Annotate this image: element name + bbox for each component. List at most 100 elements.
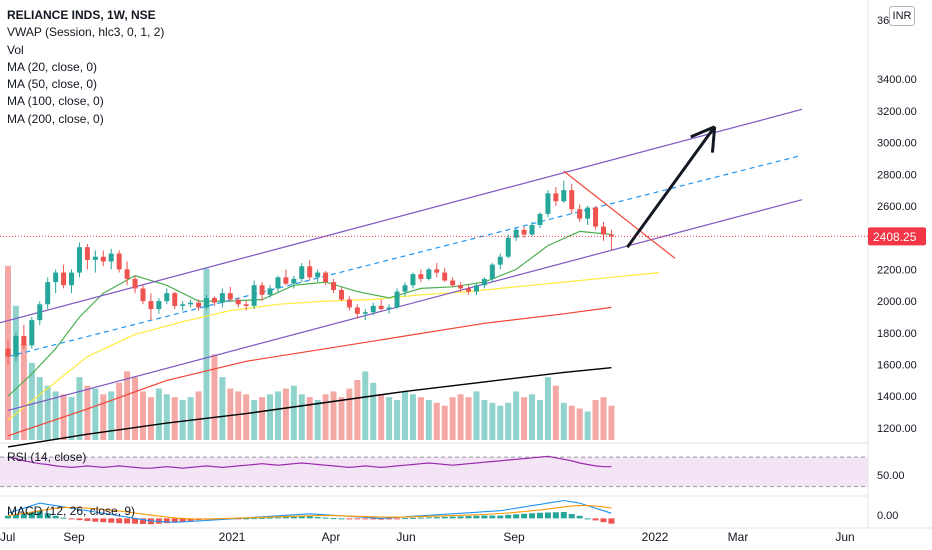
macd-histogram-bar (60, 517, 67, 519)
volume-bar (314, 400, 321, 440)
price-tick-label: 2600.00 (877, 201, 917, 213)
volume-bar (481, 400, 488, 440)
indicator-vol[interactable]: Vol (7, 42, 24, 57)
volume-bar (155, 388, 162, 440)
volume-bar (433, 402, 440, 440)
channel-lower-line (7, 199, 803, 412)
macd-histogram-bar (330, 518, 337, 520)
price-tick-label: 3200.00 (877, 106, 917, 118)
candle-body (259, 285, 265, 295)
volume-bar (84, 385, 91, 440)
price-tick-label: 3400.00 (877, 74, 917, 86)
ma100-line (7, 306, 612, 437)
macd-histogram-bar (402, 518, 408, 520)
macd-line (7, 499, 612, 523)
macd-histogram-bar (259, 517, 266, 519)
indicator-ma100[interactable]: MA (100, close, 0) (7, 94, 104, 109)
macd-histogram-bar (84, 518, 91, 521)
candle-body (362, 312, 368, 314)
candle-body (434, 269, 440, 273)
candle-body (529, 225, 535, 235)
volume-bar (346, 388, 353, 440)
macd-histogram-bar (608, 518, 615, 524)
macd-histogram-bar (354, 518, 361, 520)
candle-body (275, 277, 281, 289)
volume-bar (195, 391, 202, 440)
candle-body (569, 190, 575, 210)
macd-histogram-bar (5, 515, 11, 519)
volume-bar (402, 391, 408, 440)
macd-histogram-bar (529, 513, 536, 519)
macd-histogram-bar (505, 514, 512, 519)
candle-body (442, 272, 448, 281)
candle-body (585, 207, 591, 219)
candle-body (370, 305, 376, 313)
macd-histogram-bar (100, 518, 107, 523)
macd-histogram-bar (346, 518, 353, 520)
currency-badge[interactable]: INR (889, 6, 915, 26)
macd-histogram-bar (465, 516, 472, 519)
macd-histogram-bar (290, 516, 297, 519)
candle-body (481, 278, 487, 286)
volume-bar (521, 397, 528, 440)
channel-upper-line (0, 108, 803, 324)
symbol-title[interactable]: RELIANCE INDS, 1W, NSE (7, 8, 156, 22)
volume-bar (600, 397, 607, 440)
volume-bar (20, 342, 27, 440)
candle-body (593, 207, 599, 227)
wedge-resistance-line (563, 170, 676, 259)
candle-body (458, 285, 464, 289)
macd-histogram-bar (568, 514, 575, 519)
macd-histogram-bar (536, 512, 543, 519)
volume-bar (425, 400, 432, 440)
volume-bar (139, 391, 146, 440)
indicator-ma50[interactable]: MA (50, close, 0) (7, 77, 98, 92)
macd-histogram-bar (560, 512, 567, 519)
candle-body (521, 229, 527, 235)
indicator-ma20[interactable]: MA (20, close, 0) (7, 59, 98, 74)
volume-bar (441, 405, 448, 440)
volume-bar (457, 394, 464, 440)
macd-histogram-bar (68, 518, 75, 520)
candle-body (116, 253, 122, 270)
macd-histogram-bar (521, 513, 528, 519)
volume-bar (306, 397, 313, 440)
macd-histogram-bar (576, 515, 583, 519)
macd-histogram-bar (417, 517, 424, 519)
candle-body (601, 226, 606, 235)
arrow-head (710, 126, 717, 153)
macd-histogram-bar (163, 518, 170, 524)
macd-histogram-bar (92, 518, 99, 522)
candle-body (37, 304, 43, 321)
volume-bar (552, 385, 559, 440)
volume-bar (417, 397, 424, 440)
volume-bar (282, 388, 289, 440)
volume-bar (544, 377, 551, 440)
price-tick-label: 2000.00 (877, 296, 917, 308)
time-axis-label: Apr (322, 530, 341, 544)
volume-bar (489, 402, 496, 440)
macd-histogram-bar (20, 513, 27, 519)
volume-bar (100, 394, 107, 440)
volume-bar (124, 371, 131, 440)
candle-body (29, 320, 35, 346)
macd-tick-label: 0.00 (877, 510, 898, 522)
last-price-label: 2408.25 (873, 230, 917, 244)
volume-bar (576, 408, 583, 440)
macd-histogram-bar (322, 517, 329, 519)
indicator-ma200[interactable]: MA (200, close, 0) (7, 111, 104, 126)
candle-body (299, 266, 305, 279)
macd-histogram-bar (124, 518, 131, 524)
volume-bar (108, 391, 115, 440)
candle-body (513, 229, 519, 238)
candle-body (378, 305, 384, 310)
indicator-vwap[interactable]: VWAP (Session, hlc3, 0, 1, 2) (7, 25, 165, 40)
candle-body (124, 269, 130, 279)
candle-body (84, 247, 90, 260)
macd-histogram-bar (370, 518, 377, 520)
candle-body (235, 299, 241, 305)
time-axis-label: Mar (728, 530, 749, 544)
time-axis-label: Jul (0, 530, 15, 544)
volume-bar (92, 388, 99, 440)
